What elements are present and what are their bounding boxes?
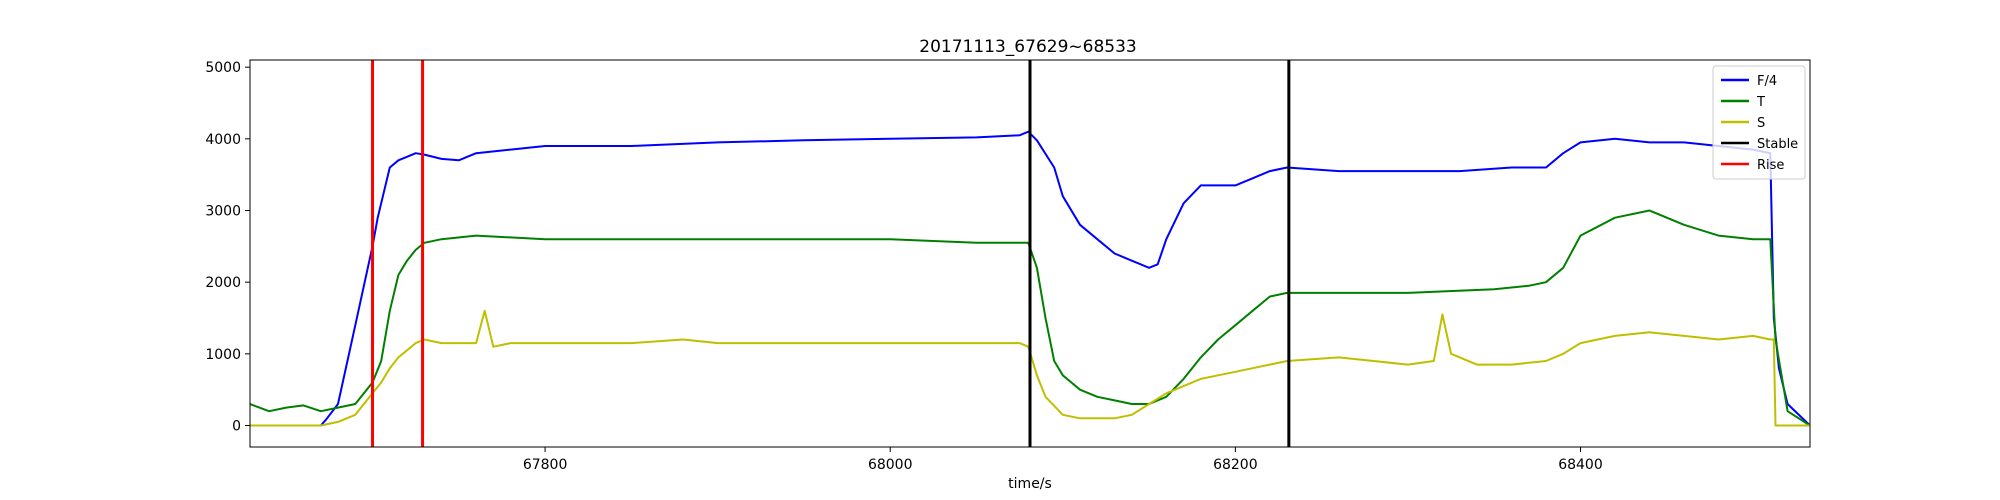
x-tick-label: 68400 bbox=[1558, 457, 1603, 473]
x-tick-label: 68200 bbox=[1213, 457, 1258, 473]
y-tick-label: 2000 bbox=[205, 275, 241, 291]
x-axis-label: time/s bbox=[1008, 476, 1052, 492]
legend: F/4 TS Stable Rise bbox=[1712, 65, 1806, 180]
legend-box bbox=[1712, 65, 1806, 180]
axis-ticks: 67800 68000 68200 68400 0 1000 2000 3000 4000 500… bbox=[205, 60, 1602, 473]
x-tick-label: 68000 bbox=[868, 457, 913, 473]
chart-title: 20171113_67629~68533 bbox=[919, 37, 1136, 57]
plot-frame bbox=[249, 59, 1811, 448]
series-line-f-4 bbox=[250, 130, 1810, 427]
plot-area bbox=[250, 60, 1810, 447]
legend-label: Rise bbox=[1757, 158, 1784, 173]
x-tick-label: 67800 bbox=[523, 457, 568, 473]
y-tick-label: 1000 bbox=[205, 347, 241, 363]
legend-label: Stable bbox=[1757, 137, 1798, 152]
legend-label: S bbox=[1757, 116, 1765, 131]
y-tick-label: 3000 bbox=[205, 204, 241, 220]
series-line-t bbox=[250, 209, 1810, 427]
legend-label: F/4 bbox=[1757, 74, 1777, 89]
legend-label: T bbox=[1756, 95, 1765, 110]
y-tick-label: 4000 bbox=[205, 132, 241, 148]
y-tick-label: 5000 bbox=[205, 60, 241, 76]
y-tick-label: 0 bbox=[232, 419, 241, 435]
